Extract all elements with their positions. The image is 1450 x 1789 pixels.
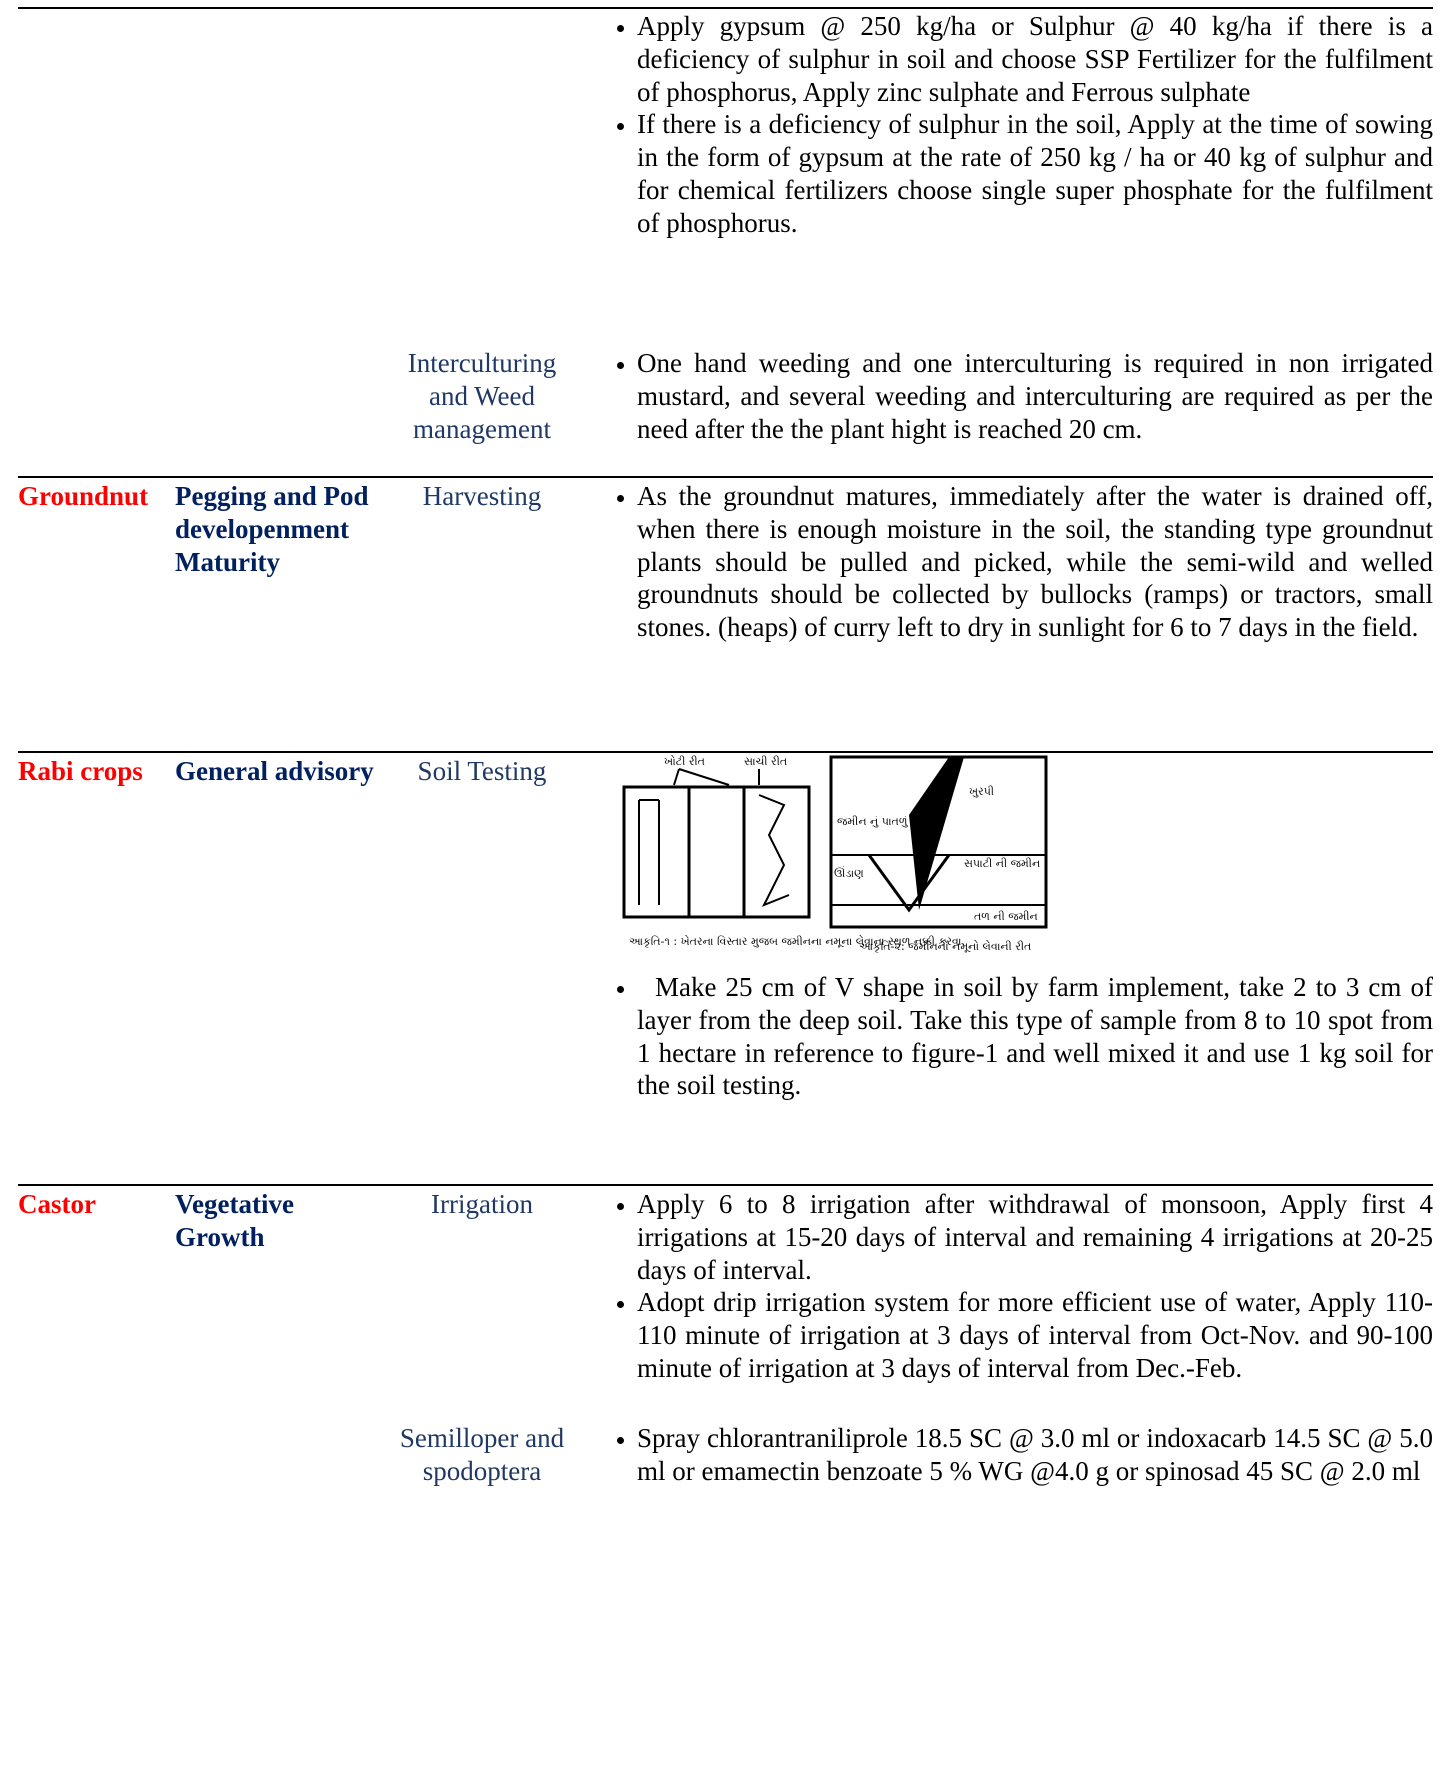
bullet: Apply 6 to 8 irrigation after withdrawal… — [637, 1188, 1433, 1286]
activity: Irrigation — [391, 1184, 573, 1420]
crop: Groundnut — [18, 476, 175, 752]
bullet: As the groundnut matures, immediately af… — [637, 480, 1433, 644]
crop: Rabi crops — [18, 751, 175, 1185]
activity: Interculturing and Weed management — [407, 348, 557, 444]
crop: Castor — [18, 1184, 175, 1420]
figure-label: સપાટી ની જમીન — [964, 857, 1040, 870]
soil-sampling-figure: ખોટી રીત સાચી રીત આકૃતિ-૧ : ખેતરના વિસ્ત… — [622, 755, 1048, 953]
figure-label: જમીન નું પાતળું પડ — [837, 815, 924, 828]
stage: General advisory — [175, 751, 391, 1185]
stage: Pegging and Pod developenment Maturity — [175, 476, 391, 752]
advisory-table: Apply gypsum @ 250 kg/ha or Sulphur @ 40… — [18, 8, 1433, 1620]
figure-caption: આકૃતિ-૧ : ખેતરના વિસ્તાર મુજબ જમીનના નમૂ… — [629, 935, 965, 948]
activity: Harvesting — [391, 476, 573, 752]
figure-label: ખોટી રીત — [664, 755, 705, 768]
figure-label: તળ ની જમીન — [974, 910, 1038, 923]
bullet: If there is a deficiency of sulphur in t… — [637, 108, 1433, 239]
bullet: One hand weeding and one interculturing … — [637, 347, 1433, 445]
row: Groundnut Pegging and Pod developenment … — [18, 476, 1433, 752]
row: Semilloper and spodoptera Spray chlorant… — [18, 1420, 1433, 1620]
figure-caption: આકૃતિ-૨: જમીનનો નમૂનો લેવાની રીત — [859, 940, 1031, 953]
row: Castor Vegetative Growth Irrigation Appl… — [18, 1184, 1433, 1420]
bullet: Make 25 cm of V shape in soil by farm im… — [637, 971, 1433, 1102]
row: Apply gypsum @ 250 kg/ha or Sulphur @ 40… — [18, 8, 1433, 345]
row: Rabi crops General advisory Soil Testing… — [18, 751, 1433, 1185]
figure-label: ઊંડાણ — [834, 865, 864, 880]
bullet: Adopt drip irrigation system for more ef… — [637, 1286, 1433, 1384]
row: Interculturing and Weed management One h… — [18, 345, 1433, 477]
bullet: Apply gypsum @ 250 kg/ha or Sulphur @ 40… — [637, 10, 1433, 108]
figure-label: ખુરપી — [969, 785, 994, 798]
activity: Semilloper and spodoptera — [399, 1423, 565, 1486]
stage: Vegetative Growth — [175, 1184, 391, 1420]
bullet: Spray chlorantraniliprole 18.5 SC @ 3.0 … — [637, 1422, 1433, 1488]
figure-label: સાચી રીત — [744, 755, 787, 768]
activity: Soil Testing — [391, 751, 573, 1185]
top-rule — [18, 7, 1433, 9]
